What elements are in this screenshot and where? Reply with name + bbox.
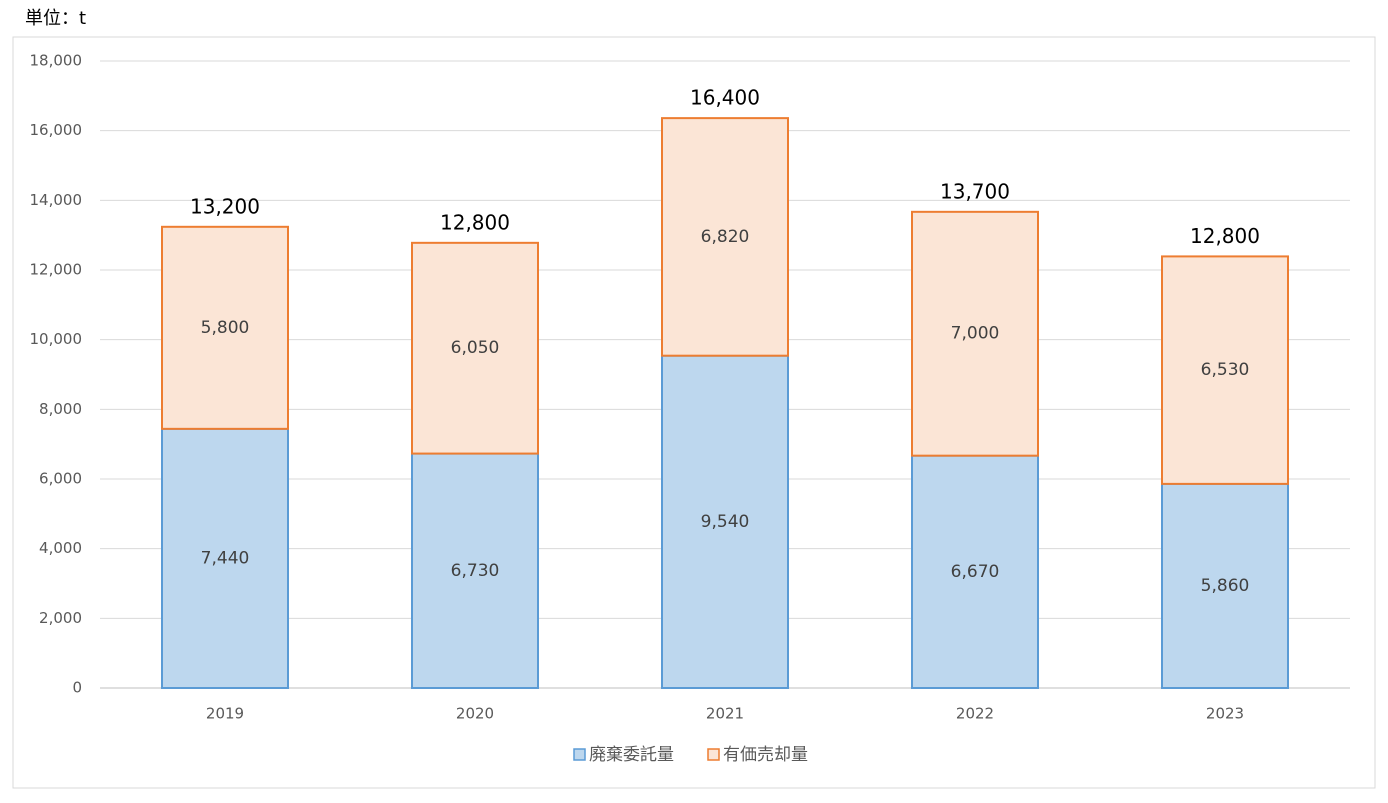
data-label: 6,050 [451,338,500,358]
data-label: 7,440 [201,548,250,568]
total-label: 13,700 [940,179,1010,203]
bar-segment [1161,255,1289,485]
x-tick-label: 2019 [206,705,244,723]
legend-swatch [573,748,586,761]
x-tick-label: 2020 [456,705,494,723]
y-tick-label: 2,000 [39,609,82,627]
y-tick-label: 16,000 [30,121,83,139]
data-label: 5,800 [201,318,250,338]
legend-swatch [707,748,720,761]
bar-segment [1161,482,1289,690]
total-label: 16,400 [690,86,760,110]
data-label: 6,530 [1201,360,1250,380]
y-tick-label: 0 [72,679,82,697]
x-tick-label: 2021 [706,705,744,723]
total-label: 12,800 [1190,224,1260,248]
total-label: 12,800 [440,210,510,234]
bar-segment [161,225,289,430]
bar-segment [161,427,289,689]
unit-label: 単位：t [25,8,86,29]
y-tick-label: 8,000 [39,400,82,418]
y-tick-label: 12,000 [30,261,83,279]
bar-segment [411,452,539,689]
y-tick-label: 18,000 [30,52,83,70]
y-tick-label: 4,000 [39,539,82,557]
legend-label: 廃棄委託量 [589,745,674,765]
bar-segment [911,210,1039,457]
y-tick-label: 6,000 [39,470,82,488]
bar-segment [661,117,789,357]
data-label: 5,860 [1201,576,1250,596]
x-tick-label: 2022 [956,705,994,723]
bar-segment [661,354,789,689]
bar-segment [911,454,1039,689]
data-label: 9,540 [701,512,750,532]
data-label: 6,730 [451,561,500,581]
y-tick-label: 14,000 [30,191,83,209]
x-tick-label: 2023 [1206,705,1244,723]
legend-label: 有価売却量 [723,745,808,765]
bar-segment [411,241,539,455]
y-tick-label: 10,000 [30,330,83,348]
data-label: 6,670 [951,562,1000,582]
total-label: 13,200 [190,194,260,218]
data-label: 7,000 [951,324,1000,344]
data-label: 6,820 [701,227,750,247]
